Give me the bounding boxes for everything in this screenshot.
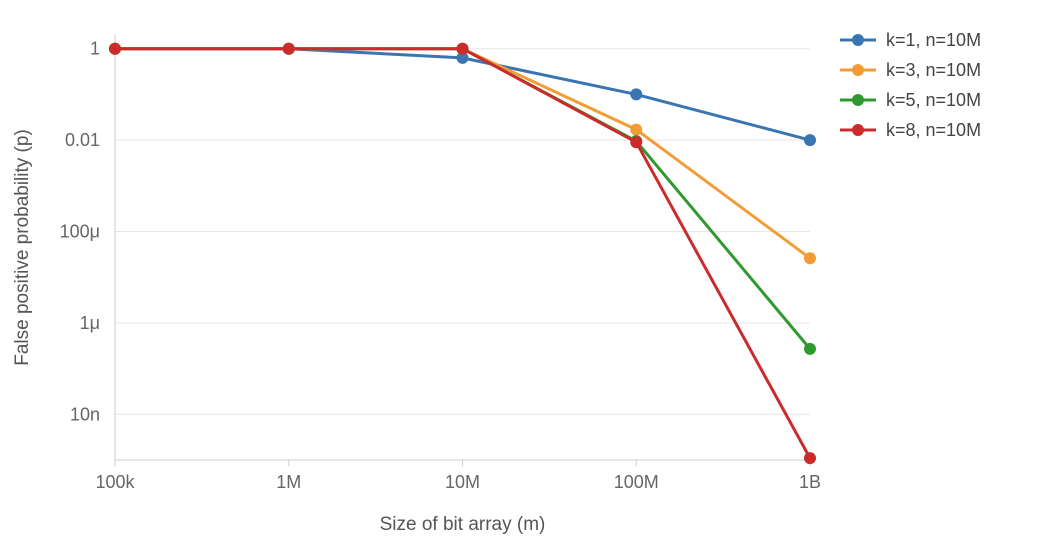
legend-label: k=1, n=10M xyxy=(886,30,981,50)
series-marker xyxy=(630,124,642,136)
legend-marker xyxy=(852,64,864,76)
legend-label: k=5, n=10M xyxy=(886,90,981,110)
x-axis-label: Size of bit array (m) xyxy=(380,514,546,535)
legend-marker xyxy=(852,34,864,46)
y-axis-label: False positive probability (p) xyxy=(12,129,33,366)
series-marker xyxy=(804,134,816,146)
y-tick-label: 100μ xyxy=(60,222,100,242)
x-tick-label: 100k xyxy=(95,472,135,492)
x-tick-label: 1B xyxy=(799,472,821,492)
series-marker xyxy=(630,136,642,148)
series-marker xyxy=(804,252,816,264)
chart-container: 1 0.01 100μ 1μ 10n 100k 1M 10M 100M 1B False posit… xyxy=(0,0,1062,560)
series-marker xyxy=(283,43,295,55)
series-marker xyxy=(457,43,469,55)
legend-label: k=3, n=10M xyxy=(886,60,981,80)
x-tick-label: 10M xyxy=(445,472,480,492)
series-marker xyxy=(630,88,642,100)
y-tick-label: 10n xyxy=(70,404,100,424)
legend-marker xyxy=(852,124,864,136)
legend-label: k=8, n=10M xyxy=(886,120,981,140)
series-marker xyxy=(804,343,816,355)
series-marker xyxy=(804,452,816,464)
legend-marker xyxy=(852,94,864,106)
y-tick-label: 1 xyxy=(90,39,100,59)
line-chart: 1 0.01 100μ 1μ 10n 100k 1M 10M 100M 1B False posit… xyxy=(0,0,1062,560)
y-tick-label: 0.01 xyxy=(65,130,100,150)
series-marker xyxy=(109,43,121,55)
y-tick-label: 1μ xyxy=(80,313,100,333)
x-tick-label: 1M xyxy=(276,472,301,492)
x-tick-label: 100M xyxy=(614,472,659,492)
